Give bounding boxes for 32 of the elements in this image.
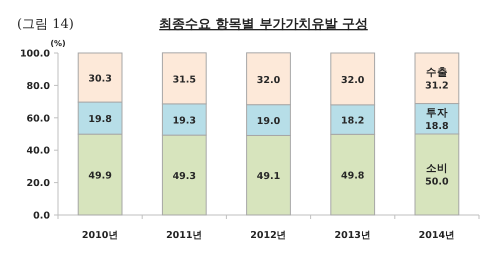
data-label: 49.9 xyxy=(88,170,112,182)
x-tick-label: 2011년 xyxy=(166,230,203,241)
data-label: 18.8 xyxy=(425,120,450,132)
y-tick-label: 100.0 xyxy=(20,48,50,60)
data-label: 30.3 xyxy=(88,74,112,85)
data-label: 19.3 xyxy=(172,116,196,126)
data-label: 18.2 xyxy=(340,116,364,127)
data-label: 32.0 xyxy=(256,74,281,86)
y-tick-label: 60.0 xyxy=(26,113,50,124)
series-label: 수출 xyxy=(426,66,448,78)
series-label: 소비 xyxy=(426,162,448,174)
data-label: 31.5 xyxy=(172,74,196,86)
y-axis-title: (%) xyxy=(50,39,66,48)
text: (그림 14) xyxy=(17,17,74,32)
y-tick-label: 0.0 xyxy=(33,210,50,222)
x-tick-label: 2012년 xyxy=(250,230,287,241)
data-label: 19.0 xyxy=(256,116,281,128)
data-label: 49.8 xyxy=(340,170,365,182)
data-label: 31.2 xyxy=(425,80,449,92)
x-tick-label: 2013년 xyxy=(334,230,371,241)
data-label: 50.0 xyxy=(425,176,450,188)
x-tick-label: 2010년 xyxy=(82,230,118,241)
chart-title: 최종수요 항목별 부가가치유발 구성 xyxy=(159,17,368,32)
data-label: 49.1 xyxy=(256,171,280,182)
series-label: 투자 xyxy=(426,106,448,119)
y-tick-label: 40.0 xyxy=(26,146,50,157)
y-tick-label: 20.0 xyxy=(26,178,50,190)
data-label: 32.0 xyxy=(340,74,365,86)
x-tick-label: 2014년 xyxy=(418,230,456,241)
data-label: 19.8 xyxy=(88,114,112,126)
y-tick-label: 80.0 xyxy=(26,80,50,92)
data-label: 49.3 xyxy=(172,171,196,182)
